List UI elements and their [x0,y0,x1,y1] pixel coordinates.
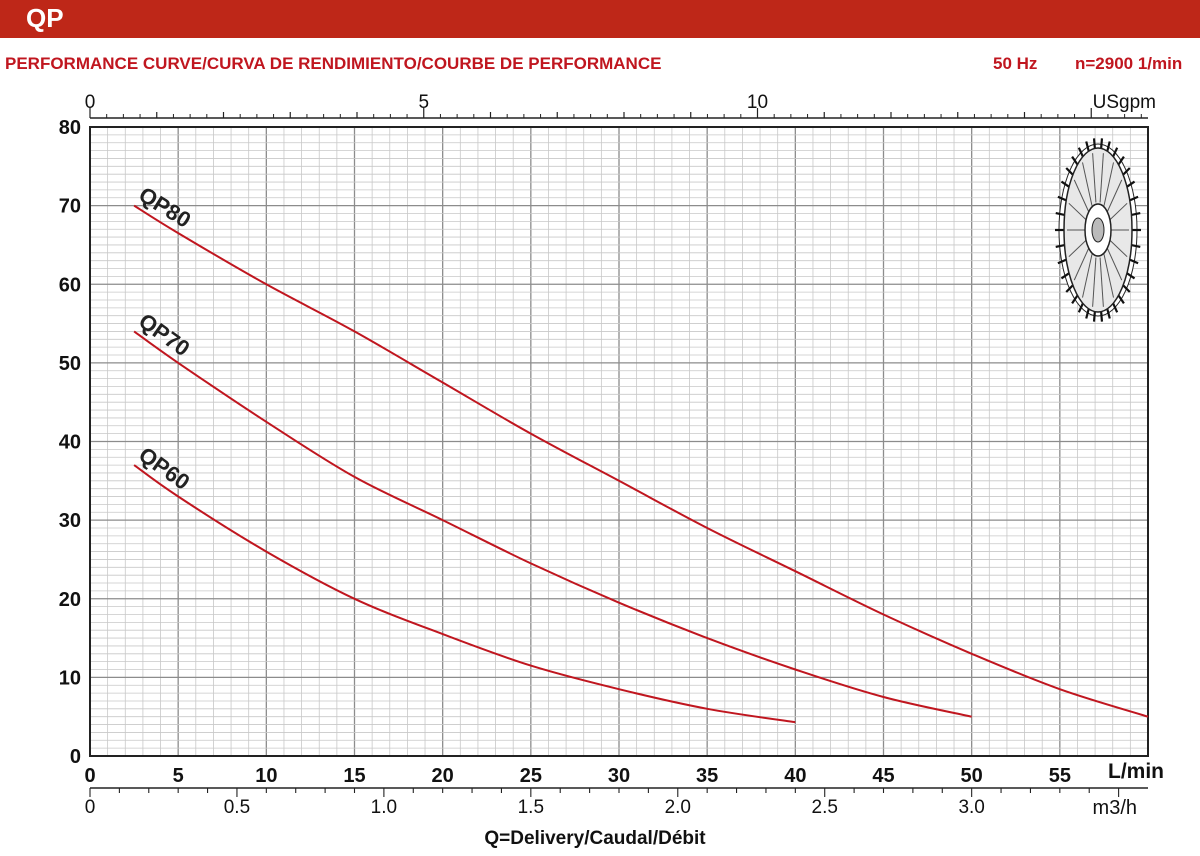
series-line-qp80 [133,204,1149,718]
impeller-vane [1055,212,1065,217]
x-axis-title-text: Q=Delivery/Caudal/Débit [484,828,706,849]
impeller-rib [1073,247,1090,281]
x-tick-label: 40 [784,765,806,787]
impeller-vane [1077,147,1084,158]
impeller-rib [1103,254,1114,298]
impeller-vane [1131,212,1141,217]
impeller-rib [1099,153,1104,203]
y-tick-label: 50 [59,353,81,375]
x-tick-label: 15 [343,765,365,787]
impeller-vane [1060,180,1070,188]
impeller-vane [1129,195,1139,202]
y-tick-label: 30 [59,510,81,532]
title-banner: QP [0,0,1200,38]
bottom-tick-label: 3.0 [958,797,984,818]
impeller-vane [1117,155,1125,166]
grid [89,126,1149,757]
frequency-label: 50 Hz [993,54,1038,73]
x-axis-title: Q=Delivery/Caudal/Débit [0,828,1200,850]
x-tick-label: 30 [608,765,630,787]
y-tick-label: 0 [70,746,81,768]
impeller-vane [1092,311,1096,322]
impeller-vane [1092,138,1096,149]
impeller-rib [1108,202,1128,221]
speed-label: n=2900 1/min [1075,54,1183,73]
x-axis-unit: L/min [1108,760,1164,783]
y-tick-label: 10 [59,667,81,689]
bottom-axis-unit: m3/h [1093,797,1137,819]
bottom-tick-label: 1.0 [371,797,397,818]
bottom-tick-label: 0 [85,797,96,818]
impeller-rib [1068,202,1088,221]
impeller-rib [1092,257,1097,307]
impeller-rib [1108,239,1128,258]
top-tick-label: 0 [85,92,96,113]
impeller-vane [1055,243,1065,248]
x-tick-label: 10 [255,765,277,787]
x-tick-label: 35 [696,765,718,787]
impeller-vane [1085,308,1090,319]
impeller-rib [1099,257,1104,307]
y-tick-label: 70 [59,196,81,218]
impeller-vane [1060,272,1070,280]
impeller-vane [1106,141,1111,152]
y-tick-label: 40 [59,432,81,454]
impeller-vane [1100,138,1104,149]
bottom-tick-label: 1.5 [518,797,544,818]
x-tick-label: 0 [84,765,95,787]
impeller-vane [1117,294,1125,305]
impeller-rib [1082,254,1093,298]
impeller-rib [1082,162,1093,206]
series-line-qp70 [133,330,972,718]
bottom-tick-label: 2.5 [812,797,838,818]
impeller-vane [1122,284,1131,293]
impeller-rib [1106,247,1123,281]
impeller-vane [1071,155,1079,166]
x-tick-label: 50 [961,765,983,787]
impeller-rib [1106,179,1123,213]
top-axis-unit: USgpm [1093,92,1156,113]
impeller-rib [1073,179,1090,213]
impeller-vane [1065,167,1074,176]
impeller-rib [1068,239,1088,258]
impeller-vane [1065,284,1074,293]
impeller-vane [1126,180,1136,188]
chart-subtitle: PERFORMANCE CURVE/CURVA DE RENDIMIENTO/C… [5,54,662,73]
y-tick-label: 20 [59,589,81,611]
impeller-vane [1131,243,1141,248]
impeller-vane [1071,294,1079,305]
impeller-vane [1122,167,1131,176]
impeller-rib [1103,162,1114,206]
banner-title: QP [26,3,64,33]
impeller-vane [1112,302,1119,313]
series-line-qp60 [133,464,796,724]
impeller-vane [1126,272,1136,280]
impeller-vane [1112,147,1119,158]
impeller-icon [1055,138,1141,322]
impeller-vane [1077,302,1084,313]
impeller-rib [1092,153,1097,203]
bottom-tick-label: 2.0 [665,797,691,818]
top-tick-label: 10 [747,92,768,113]
y-tick-label: 60 [59,274,81,296]
x-tick-label: 5 [173,765,184,787]
impeller-vane [1057,195,1067,202]
top-tick-label: 5 [418,92,429,113]
plot-frame [89,126,1149,757]
impeller-vane [1106,308,1111,319]
impeller-vane [1085,141,1090,152]
x-tick-label: 45 [872,765,894,787]
impeller-vane [1057,258,1067,265]
impeller-vane [1129,258,1139,265]
impeller-bore [1091,217,1105,243]
bottom-tick-label: 0.5 [224,797,250,818]
impeller-vane [1100,311,1104,322]
x-tick-label: 25 [520,765,542,787]
y-tick-label: 80 [59,117,81,139]
x-tick-label: 55 [1049,765,1071,787]
x-tick-label: 20 [432,765,454,787]
